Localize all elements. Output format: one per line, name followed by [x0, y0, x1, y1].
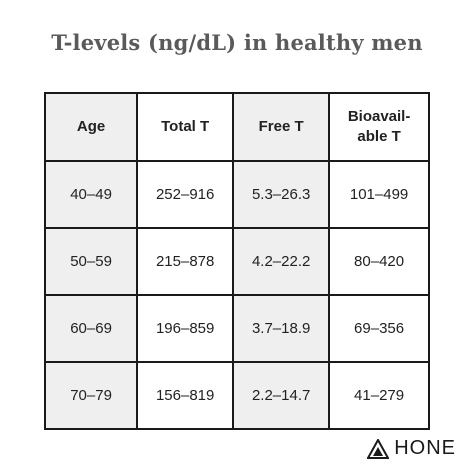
table-row: 60–69 196–859 3.7–18.9 69–356	[43, 294, 430, 363]
cell-age: 70–79	[43, 361, 139, 430]
cell-bioavailable-t: 80–420	[328, 227, 430, 296]
cell-free-t: 5.3–26.3	[232, 160, 331, 229]
cell-age: 40–49	[43, 160, 139, 229]
header-total-t: Total T	[136, 92, 235, 162]
logo-text: HONE	[394, 437, 456, 459]
cell-total-t: 156–819	[136, 361, 235, 430]
page-title: T-levels (ng/dL) in healthy men	[51, 30, 423, 55]
header-age: Age	[43, 92, 139, 162]
header-bioavailable-t: Bioavail- able T	[328, 92, 430, 162]
header-bioavailable-t-line1: Bioavail-	[347, 108, 411, 125]
table-row: 70–79 156–819 2.2–14.7 41–279	[43, 361, 430, 430]
cell-age: 50–59	[43, 227, 139, 296]
hone-logo: HONE	[367, 437, 456, 460]
header-bioavailable-t-line2: able T	[357, 128, 401, 145]
cell-bioavailable-t: 69–356	[328, 294, 430, 363]
cell-free-t: 4.2–22.2	[232, 227, 331, 296]
t-levels-table: Age Total T Free T Bioavail- able T 40–4…	[43, 92, 430, 430]
table-row: 50–59 215–878 4.2–22.2 80–420	[43, 227, 430, 296]
table-header-row: Age Total T Free T Bioavail- able T	[43, 92, 430, 162]
header-free-t: Free T	[232, 92, 331, 162]
cell-total-t: 252–916	[136, 160, 235, 229]
cell-free-t: 3.7–18.9	[232, 294, 331, 363]
triangle-logo-icon	[367, 438, 390, 459]
cell-age: 60–69	[43, 294, 139, 363]
table-row: 40–49 252–916 5.3–26.3 101–499	[43, 160, 430, 229]
cell-bioavailable-t: 101–499	[328, 160, 430, 229]
cell-free-t: 2.2–14.7	[232, 361, 331, 430]
cell-total-t: 215–878	[136, 227, 235, 296]
cell-bioavailable-t: 41–279	[328, 361, 430, 430]
cell-total-t: 196–859	[136, 294, 235, 363]
